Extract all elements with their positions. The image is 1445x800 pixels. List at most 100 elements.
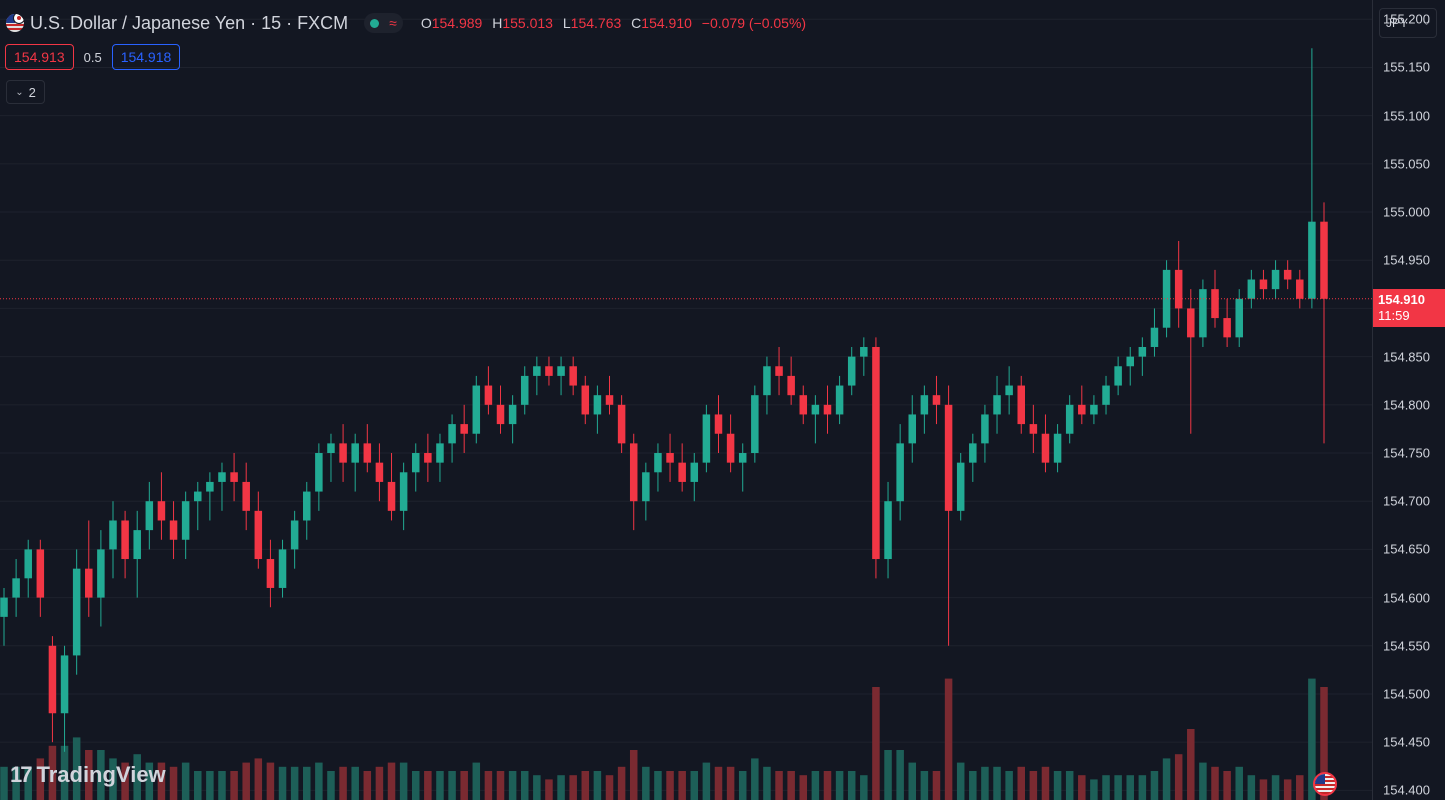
candle — [569, 356, 577, 396]
volume-bar — [944, 678, 953, 800]
candle — [48, 636, 57, 743]
candle — [1150, 308, 1159, 357]
economic-event-flag-icon[interactable] — [1313, 772, 1337, 796]
candle — [605, 375, 614, 415]
volume-bar — [956, 762, 965, 800]
candle-body — [1029, 424, 1038, 434]
price-tick: 154.500 — [1383, 686, 1430, 702]
candle — [448, 414, 456, 463]
candle — [460, 404, 468, 454]
symbol-title[interactable]: U.S. Dollar / Japanese Yen · 15 · FXCM — [30, 12, 349, 33]
candle — [411, 443, 420, 492]
candle — [85, 520, 93, 617]
volume-bar — [278, 766, 287, 800]
volume-bar — [121, 762, 129, 800]
candle-body — [472, 385, 481, 434]
candle — [932, 375, 941, 425]
price-tick: 155.050 — [1383, 156, 1430, 172]
candle — [145, 481, 154, 550]
volume-bar — [1199, 762, 1207, 800]
price-tick: 154.400 — [1383, 782, 1430, 798]
candle-body — [714, 414, 723, 434]
volume-bar — [157, 762, 166, 800]
candle-body — [436, 443, 444, 463]
buy-button[interactable]: 154.918 — [111, 44, 181, 70]
open-value: 154.989 — [431, 15, 483, 31]
candle-body — [666, 453, 674, 463]
market-status[interactable]: ≈ — [364, 13, 403, 33]
candle-body — [181, 501, 190, 540]
volume-bar — [569, 775, 577, 800]
candle — [690, 453, 699, 502]
candle-body — [847, 356, 856, 386]
volume-bar — [847, 771, 856, 800]
chevron-down-icon: ⌵ — [1423, 17, 1430, 27]
volume-bar — [145, 762, 154, 800]
close-value: 154.910 — [641, 15, 692, 31]
volume-bar — [230, 771, 238, 800]
volume-bar — [218, 771, 226, 800]
candle-body — [327, 443, 335, 454]
volume-bar — [1138, 775, 1147, 800]
candle-body — [1320, 221, 1328, 299]
candle — [896, 424, 904, 521]
candle-body — [811, 404, 820, 415]
price-tick: 154.800 — [1383, 397, 1430, 413]
volume-bar — [60, 745, 69, 800]
volume-bar — [97, 750, 105, 800]
candle — [944, 385, 953, 646]
candle — [242, 462, 250, 531]
tradingview-text: TradingView — [36, 762, 166, 787]
volume-bar — [496, 771, 505, 800]
volume-bar — [327, 771, 335, 800]
volume-bar — [690, 771, 699, 800]
candle-body — [315, 453, 323, 492]
candle-body — [823, 404, 832, 415]
currency-select[interactable]: JPY ⌵ — [1379, 8, 1437, 38]
volume-bar — [993, 766, 1001, 800]
candle-body — [533, 366, 541, 376]
volume-bars — [0, 678, 1328, 800]
volume-bar — [545, 779, 553, 800]
candle-body — [351, 443, 359, 463]
candle — [1114, 356, 1122, 396]
indicators-toggle-button[interactable]: ⌄ 2 — [6, 80, 45, 104]
usd-jpy-flag-icon — [6, 14, 24, 32]
candle — [1223, 298, 1231, 347]
volume-bar — [702, 762, 711, 800]
volume-bar — [254, 758, 263, 800]
volume-bar — [872, 687, 880, 800]
volume-bar — [339, 766, 347, 800]
volume-bar — [642, 766, 650, 800]
sell-button[interactable]: 154.913 — [5, 44, 74, 70]
grid-lines — [0, 18, 1372, 791]
candle-body — [1174, 269, 1183, 309]
candle — [169, 501, 178, 560]
candle-body — [121, 520, 129, 560]
candle — [1029, 404, 1038, 454]
candle-body — [60, 655, 69, 714]
candle-body — [775, 366, 783, 376]
price-chart[interactable] — [0, 0, 1372, 800]
candle — [290, 510, 299, 569]
candle — [302, 481, 311, 540]
chart-area[interactable]: U.S. Dollar / Japanese Yen · 15 · FXCM ≈… — [0, 0, 1372, 800]
candle — [1078, 385, 1086, 425]
tradingview-logo-icon: 17 — [10, 762, 33, 787]
volume-bar — [1259, 779, 1268, 800]
candle — [1005, 366, 1013, 415]
candle — [920, 385, 929, 434]
candle — [206, 472, 214, 521]
candle-body — [1150, 327, 1159, 347]
candle — [993, 375, 1001, 434]
candle-body — [399, 472, 408, 511]
volume-bar — [181, 762, 190, 800]
volume-bar — [48, 745, 57, 800]
volume-bar — [908, 762, 917, 800]
candle — [36, 539, 45, 617]
volume-bar — [109, 758, 117, 800]
volume-bar — [799, 775, 808, 800]
price-axis[interactable]: JPY ⌵ 155.200 155.150 155.100 155.050 155.00… — [1372, 0, 1445, 800]
candle — [714, 395, 723, 454]
volume-bar — [1078, 775, 1086, 800]
